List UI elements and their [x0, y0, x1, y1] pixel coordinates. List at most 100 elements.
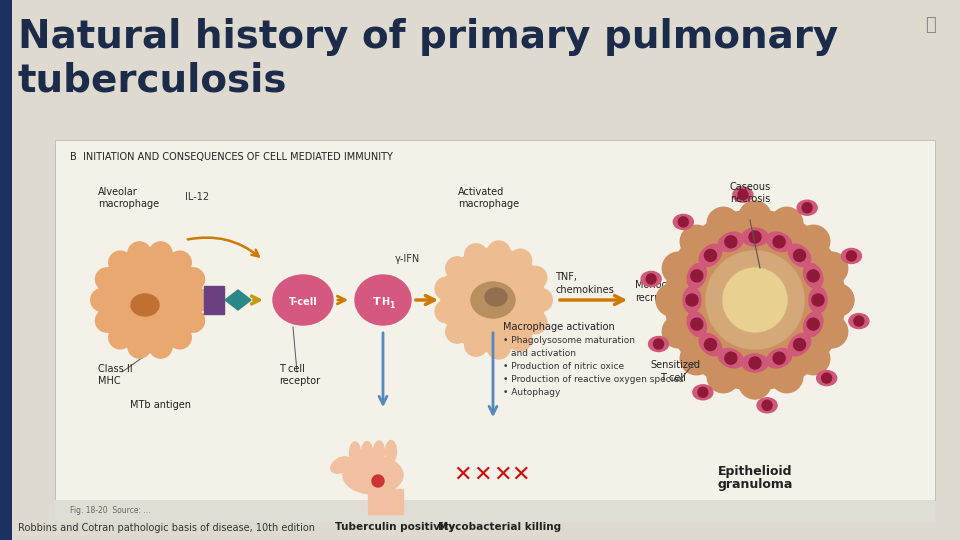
- Bar: [368, 489, 403, 514]
- Text: Macrophage activation: Macrophage activation: [503, 322, 614, 332]
- Circle shape: [807, 318, 819, 330]
- Ellipse shape: [687, 264, 707, 288]
- Circle shape: [822, 373, 831, 383]
- Text: Robbins and Cotran pathologic basis of disease, 10th edition: Robbins and Cotran pathologic basis of d…: [18, 523, 315, 533]
- Text: γ-IFN: γ-IFN: [395, 254, 420, 264]
- Text: chemokines: chemokines: [555, 285, 613, 295]
- Ellipse shape: [742, 354, 768, 372]
- Text: T: T: [373, 297, 381, 307]
- Ellipse shape: [349, 442, 361, 464]
- Ellipse shape: [817, 370, 837, 386]
- Circle shape: [853, 316, 864, 326]
- Circle shape: [441, 248, 545, 352]
- Text: IL-12: IL-12: [185, 192, 209, 202]
- Text: • Phagolysosome maturation: • Phagolysosome maturation: [503, 336, 635, 345]
- Circle shape: [681, 342, 712, 375]
- Text: T cell: T cell: [660, 373, 685, 383]
- Text: Natural history of primary pulmonary
tuberculosis: Natural history of primary pulmonary tub…: [18, 18, 838, 100]
- Circle shape: [128, 242, 151, 265]
- Text: Monocyte: Monocyte: [635, 280, 683, 290]
- Circle shape: [435, 300, 458, 323]
- Circle shape: [181, 268, 204, 291]
- Ellipse shape: [849, 314, 869, 328]
- Circle shape: [698, 387, 708, 397]
- Circle shape: [807, 270, 819, 282]
- Ellipse shape: [485, 288, 507, 306]
- Circle shape: [372, 475, 384, 487]
- Text: necrosis: necrosis: [730, 194, 770, 204]
- Text: H: H: [381, 297, 389, 307]
- Text: Caseous: Caseous: [730, 182, 771, 192]
- Ellipse shape: [804, 312, 823, 336]
- Circle shape: [771, 207, 803, 240]
- Circle shape: [445, 320, 468, 343]
- Circle shape: [98, 248, 202, 352]
- Circle shape: [445, 257, 468, 280]
- Circle shape: [128, 335, 151, 358]
- Circle shape: [524, 266, 547, 289]
- Circle shape: [706, 251, 804, 349]
- Circle shape: [723, 268, 787, 332]
- Text: and activation: and activation: [511, 349, 576, 358]
- Ellipse shape: [767, 348, 792, 368]
- Circle shape: [794, 339, 805, 350]
- Ellipse shape: [343, 456, 403, 494]
- Circle shape: [435, 277, 458, 300]
- Circle shape: [705, 339, 716, 350]
- Text: • Production of nitric oxice: • Production of nitric oxice: [503, 362, 624, 371]
- Text: • Autophagy: • Autophagy: [503, 388, 561, 397]
- Text: macrophage: macrophage: [98, 199, 159, 209]
- Text: 1: 1: [390, 301, 395, 310]
- Ellipse shape: [687, 312, 707, 336]
- Circle shape: [181, 309, 204, 332]
- Ellipse shape: [797, 200, 817, 215]
- Circle shape: [815, 315, 848, 348]
- Ellipse shape: [131, 294, 159, 316]
- Circle shape: [108, 251, 132, 274]
- Circle shape: [679, 217, 688, 227]
- Circle shape: [749, 357, 761, 369]
- Circle shape: [773, 352, 785, 364]
- Text: Class II: Class II: [98, 364, 132, 374]
- Circle shape: [488, 336, 510, 359]
- Text: ✕: ✕: [473, 465, 492, 485]
- Text: MTb antigen: MTb antigen: [130, 400, 191, 410]
- Text: Sensitized: Sensitized: [650, 360, 700, 370]
- Circle shape: [749, 231, 761, 243]
- Circle shape: [654, 339, 663, 349]
- Ellipse shape: [742, 228, 768, 246]
- Circle shape: [465, 244, 488, 267]
- Ellipse shape: [641, 272, 661, 286]
- Circle shape: [771, 360, 803, 393]
- Text: granuloma: granuloma: [717, 478, 793, 491]
- Bar: [204, 286, 224, 314]
- Ellipse shape: [331, 457, 351, 473]
- Circle shape: [803, 202, 812, 213]
- Text: Mycobacterial killing: Mycobacterial killing: [438, 522, 562, 532]
- Circle shape: [798, 225, 829, 258]
- Circle shape: [524, 311, 547, 334]
- Circle shape: [739, 201, 771, 233]
- Circle shape: [662, 252, 695, 285]
- Circle shape: [665, 210, 845, 390]
- Ellipse shape: [699, 333, 722, 356]
- Ellipse shape: [718, 348, 743, 368]
- Circle shape: [725, 236, 737, 248]
- Ellipse shape: [767, 232, 792, 252]
- Circle shape: [646, 274, 656, 284]
- Ellipse shape: [699, 244, 722, 267]
- Circle shape: [812, 294, 824, 306]
- Ellipse shape: [373, 441, 385, 463]
- Circle shape: [738, 190, 748, 200]
- Circle shape: [509, 328, 532, 351]
- Circle shape: [90, 288, 113, 312]
- Ellipse shape: [362, 442, 372, 463]
- Text: macrophage: macrophage: [458, 199, 519, 209]
- Text: ✕: ✕: [493, 465, 513, 485]
- Polygon shape: [225, 290, 251, 310]
- Text: T cell: T cell: [279, 364, 305, 374]
- Circle shape: [149, 335, 172, 358]
- Text: TNF,: TNF,: [555, 272, 577, 282]
- Text: Activated: Activated: [458, 187, 504, 197]
- Text: Tuberculin positivity: Tuberculin positivity: [335, 522, 455, 532]
